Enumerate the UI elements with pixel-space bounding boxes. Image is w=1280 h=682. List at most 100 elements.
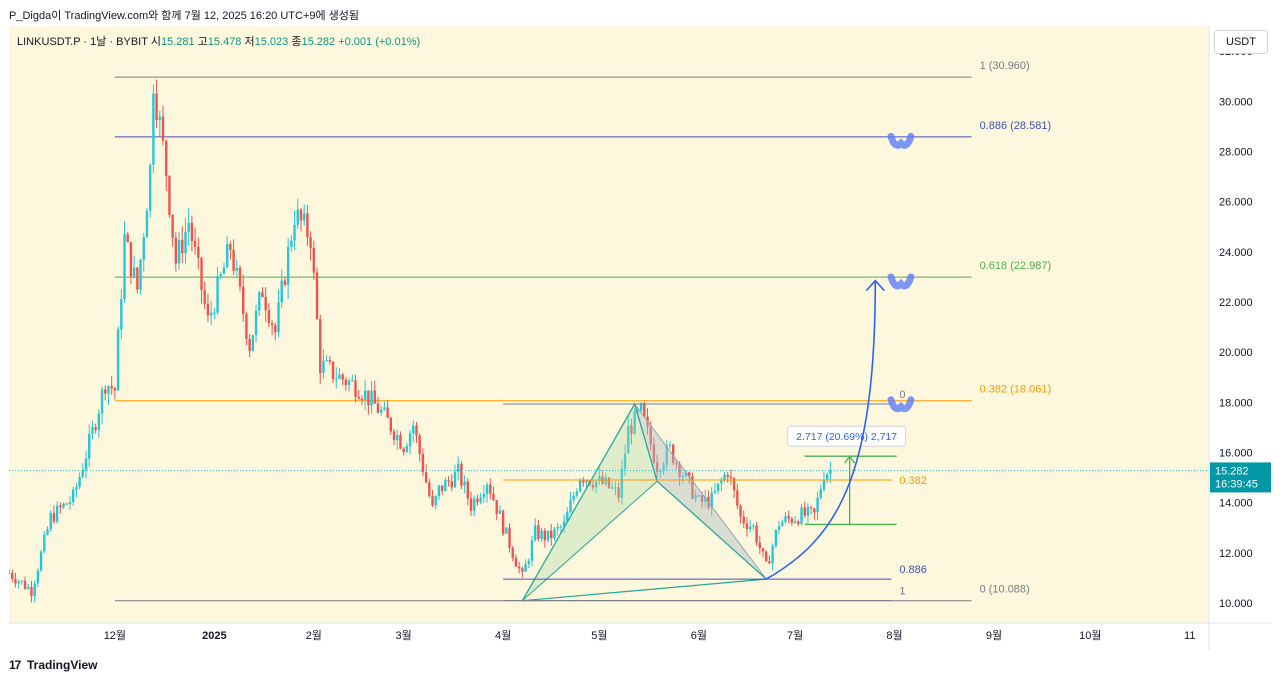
candle-body — [543, 530, 547, 541]
high-value: 15.478 — [207, 36, 242, 48]
candle-body — [813, 508, 816, 513]
candle-body — [633, 410, 636, 434]
candle-body — [39, 551, 43, 571]
candle-body — [136, 267, 139, 290]
candle-body — [370, 390, 373, 406]
candle-body — [376, 403, 380, 413]
candle-body — [267, 310, 271, 324]
candle-body — [71, 489, 75, 502]
candle-body — [447, 480, 450, 482]
candle-body — [716, 483, 720, 491]
candle-body — [168, 176, 171, 215]
candle-body — [338, 374, 341, 379]
candle-body — [104, 389, 107, 394]
currency-unit-button[interactable]: USDT — [1214, 30, 1268, 54]
plot-background — [9, 26, 1209, 623]
close-label: 종 — [291, 36, 302, 48]
candle-body — [546, 530, 550, 541]
candle-body — [206, 303, 210, 316]
candle-body — [129, 242, 133, 277]
candle-body — [604, 477, 607, 484]
candle-body — [177, 239, 181, 264]
x-tick-label: 4월 — [495, 629, 511, 642]
candle-body — [415, 425, 418, 436]
candle-body — [710, 492, 713, 508]
candle-body — [290, 240, 293, 247]
candle-body — [649, 426, 652, 445]
candle-body — [578, 479, 582, 492]
candle-body — [286, 246, 290, 285]
candle-body — [296, 209, 299, 225]
candle-body — [755, 525, 758, 543]
price-axis-background — [1209, 26, 1271, 623]
candle-body — [171, 214, 174, 238]
candle-body — [14, 578, 17, 584]
candle-body — [270, 323, 274, 326]
candle-body — [148, 164, 152, 211]
candle-body — [335, 378, 338, 380]
open-value: 15.281 — [160, 36, 195, 48]
candle-body — [659, 470, 662, 472]
y-tick-label: 12.000 — [1219, 548, 1253, 560]
candle-body — [761, 548, 765, 552]
candle-body — [553, 528, 556, 539]
candle-body — [534, 525, 537, 541]
candle-body — [611, 487, 614, 489]
candle-body — [726, 474, 729, 477]
y-tick-label: 28.000 — [1219, 146, 1253, 158]
candle-body — [277, 302, 280, 333]
candle-body — [720, 480, 723, 484]
candle-body — [386, 407, 389, 418]
candle-body — [675, 463, 678, 465]
candle-body — [91, 427, 94, 434]
price-chart[interactable]: 10.000 12.000 14.000 16.000 18.000 20.000 22.0… — [9, 26, 1271, 650]
candle-body — [399, 434, 402, 449]
candle-body — [190, 222, 194, 241]
candle-body — [463, 481, 466, 486]
candle-body — [165, 140, 168, 177]
candle-body — [367, 390, 370, 406]
fib-level-label: 0.618 (22.987) — [980, 260, 1052, 272]
candle-body — [193, 240, 197, 247]
tradingview-brand[interactable]: 17 TradingView — [9, 658, 97, 672]
candle-body — [280, 280, 283, 303]
candle-body — [59, 505, 62, 508]
candle-body — [65, 503, 68, 505]
candle-body — [225, 244, 229, 268]
candle-body — [209, 312, 213, 316]
candle-body — [222, 267, 226, 275]
candle-body — [431, 495, 434, 506]
chart-panel[interactable]: 10.000 12.000 14.000 16.000 18.000 20.000 22.0… — [9, 26, 1271, 650]
projection-curve — [765, 280, 877, 580]
candle-body — [354, 380, 357, 398]
candle-body — [357, 397, 360, 399]
candle-body — [713, 490, 717, 493]
candle-body — [691, 476, 694, 499]
candle-body — [591, 484, 595, 488]
y-tick-label: 24.000 — [1219, 247, 1253, 259]
brand-text: TradingView — [27, 658, 98, 672]
candle-body — [790, 518, 794, 523]
harmonic-pattern-outline — [521, 402, 768, 602]
candle-body — [363, 390, 367, 401]
candle-body — [418, 435, 421, 454]
candle-body — [408, 433, 412, 447]
candle-body — [501, 510, 505, 534]
candle-body — [585, 480, 588, 483]
candle-body — [97, 413, 101, 430]
candle-body — [809, 507, 813, 509]
y-tick-label: 16.000 — [1219, 447, 1253, 459]
candle-body — [145, 210, 149, 238]
candle-body — [652, 444, 656, 463]
candle-body — [569, 500, 572, 513]
page-title: P_Digda이 TradingView.com와 함께 7월 12, 2025… — [9, 10, 360, 22]
candle-body — [655, 462, 659, 472]
candle-body — [405, 446, 409, 453]
candle-body — [184, 231, 187, 254]
candle-body — [748, 526, 752, 530]
candle-body — [440, 485, 444, 492]
candle-body — [540, 530, 543, 540]
candle-body — [30, 587, 33, 597]
fib-level-label: 0.886 (28.581) — [980, 120, 1052, 132]
candle-body — [505, 527, 508, 534]
